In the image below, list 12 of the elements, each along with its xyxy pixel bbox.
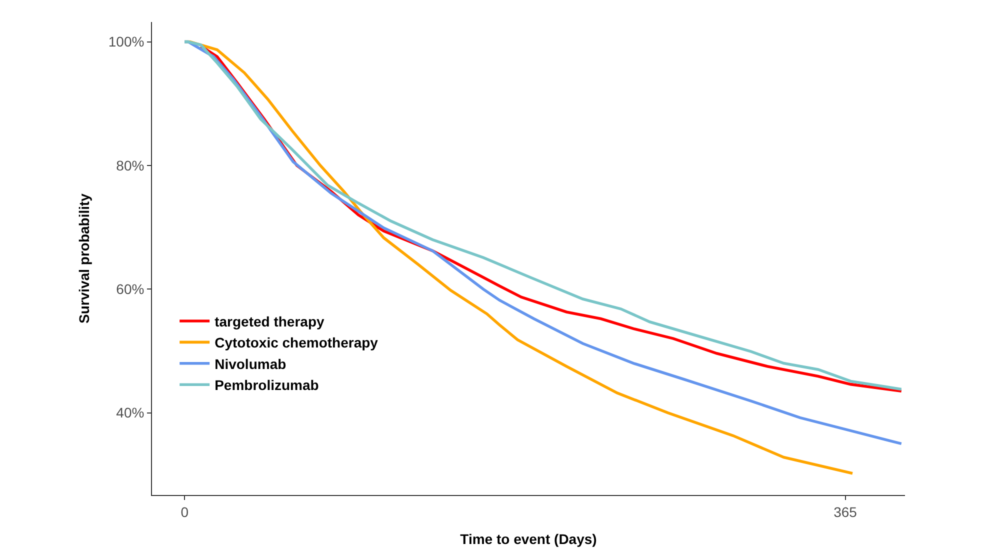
- legend-label: Nivolumab: [214, 356, 286, 372]
- legend-label: targeted therapy: [214, 313, 324, 330]
- x-tick-label: 365: [834, 504, 858, 520]
- x-tick-label: 0: [180, 504, 189, 520]
- y-tick-label: 60%: [116, 281, 144, 298]
- y-tick-label: 80%: [116, 157, 144, 174]
- y-tick-label: 40%: [116, 404, 144, 421]
- y-axis-title: Survival probability: [76, 193, 92, 324]
- legend-label: Pembrolizumab: [214, 377, 319, 394]
- y-tick-label: 100%: [108, 34, 144, 50]
- x-axis-title: Time to event (Days): [460, 531, 597, 548]
- legend-label: Cytotoxic chemotherapy: [214, 334, 378, 351]
